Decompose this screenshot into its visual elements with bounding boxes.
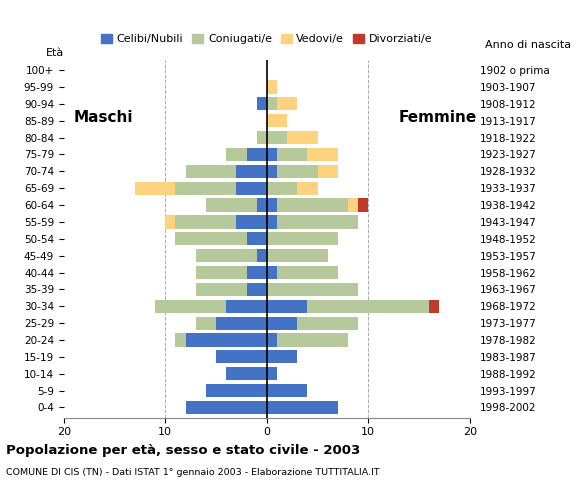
- Bar: [216, 317, 267, 330]
- Bar: [267, 131, 287, 144]
- Bar: [267, 97, 277, 110]
- Bar: [267, 266, 277, 279]
- Bar: [277, 199, 348, 212]
- Bar: [318, 165, 338, 178]
- Bar: [267, 350, 297, 363]
- Bar: [297, 181, 318, 195]
- Bar: [287, 131, 318, 144]
- Bar: [226, 300, 267, 313]
- Bar: [267, 81, 277, 94]
- Bar: [267, 148, 277, 161]
- Bar: [277, 266, 338, 279]
- Bar: [267, 334, 277, 347]
- Bar: [226, 367, 267, 380]
- Bar: [237, 165, 267, 178]
- Bar: [206, 199, 257, 212]
- Bar: [186, 165, 237, 178]
- Bar: [277, 334, 348, 347]
- Bar: [267, 199, 277, 212]
- Bar: [277, 148, 307, 161]
- Bar: [246, 283, 267, 296]
- Bar: [216, 350, 267, 363]
- Bar: [277, 165, 318, 178]
- Bar: [176, 334, 186, 347]
- Bar: [246, 232, 267, 245]
- Text: Popolazione per età, sesso e stato civile - 2003: Popolazione per età, sesso e stato civil…: [6, 444, 360, 457]
- Bar: [196, 266, 246, 279]
- Bar: [267, 114, 287, 127]
- Bar: [358, 199, 368, 212]
- Bar: [267, 216, 277, 228]
- Bar: [429, 300, 440, 313]
- Bar: [267, 317, 297, 330]
- Bar: [196, 317, 216, 330]
- Bar: [257, 131, 267, 144]
- Bar: [257, 199, 267, 212]
- Bar: [186, 401, 267, 414]
- Bar: [186, 334, 267, 347]
- Bar: [267, 384, 307, 397]
- Bar: [176, 216, 237, 228]
- Text: Maschi: Maschi: [74, 109, 133, 124]
- Bar: [307, 300, 429, 313]
- Bar: [267, 300, 307, 313]
- Text: Anno di nascita: Anno di nascita: [485, 40, 571, 50]
- Bar: [135, 181, 175, 195]
- Bar: [175, 232, 246, 245]
- Text: Femmine: Femmine: [399, 109, 477, 124]
- Bar: [267, 181, 297, 195]
- Bar: [297, 317, 358, 330]
- Bar: [257, 97, 267, 110]
- Bar: [237, 216, 267, 228]
- Bar: [176, 181, 237, 195]
- Text: COMUNE DI CIS (TN) - Dati ISTAT 1° gennaio 2003 - Elaborazione TUTTITALIA.IT: COMUNE DI CIS (TN) - Dati ISTAT 1° genna…: [6, 468, 379, 477]
- Bar: [277, 216, 358, 228]
- Bar: [155, 300, 226, 313]
- Bar: [348, 199, 358, 212]
- Bar: [246, 266, 267, 279]
- Bar: [257, 249, 267, 262]
- Bar: [267, 232, 338, 245]
- Bar: [196, 283, 246, 296]
- Bar: [237, 181, 267, 195]
- Bar: [267, 165, 277, 178]
- Bar: [206, 384, 267, 397]
- Bar: [307, 148, 338, 161]
- Bar: [246, 148, 267, 161]
- Bar: [267, 249, 328, 262]
- Bar: [196, 249, 257, 262]
- Bar: [165, 216, 175, 228]
- Legend: Celibi/Nubili, Coniugati/e, Vedovi/e, Divorziati/e: Celibi/Nubili, Coniugati/e, Vedovi/e, Di…: [97, 30, 437, 49]
- Text: Età: Età: [46, 48, 64, 58]
- Bar: [267, 401, 338, 414]
- Bar: [226, 148, 246, 161]
- Bar: [267, 367, 277, 380]
- Bar: [277, 97, 297, 110]
- Bar: [267, 283, 358, 296]
